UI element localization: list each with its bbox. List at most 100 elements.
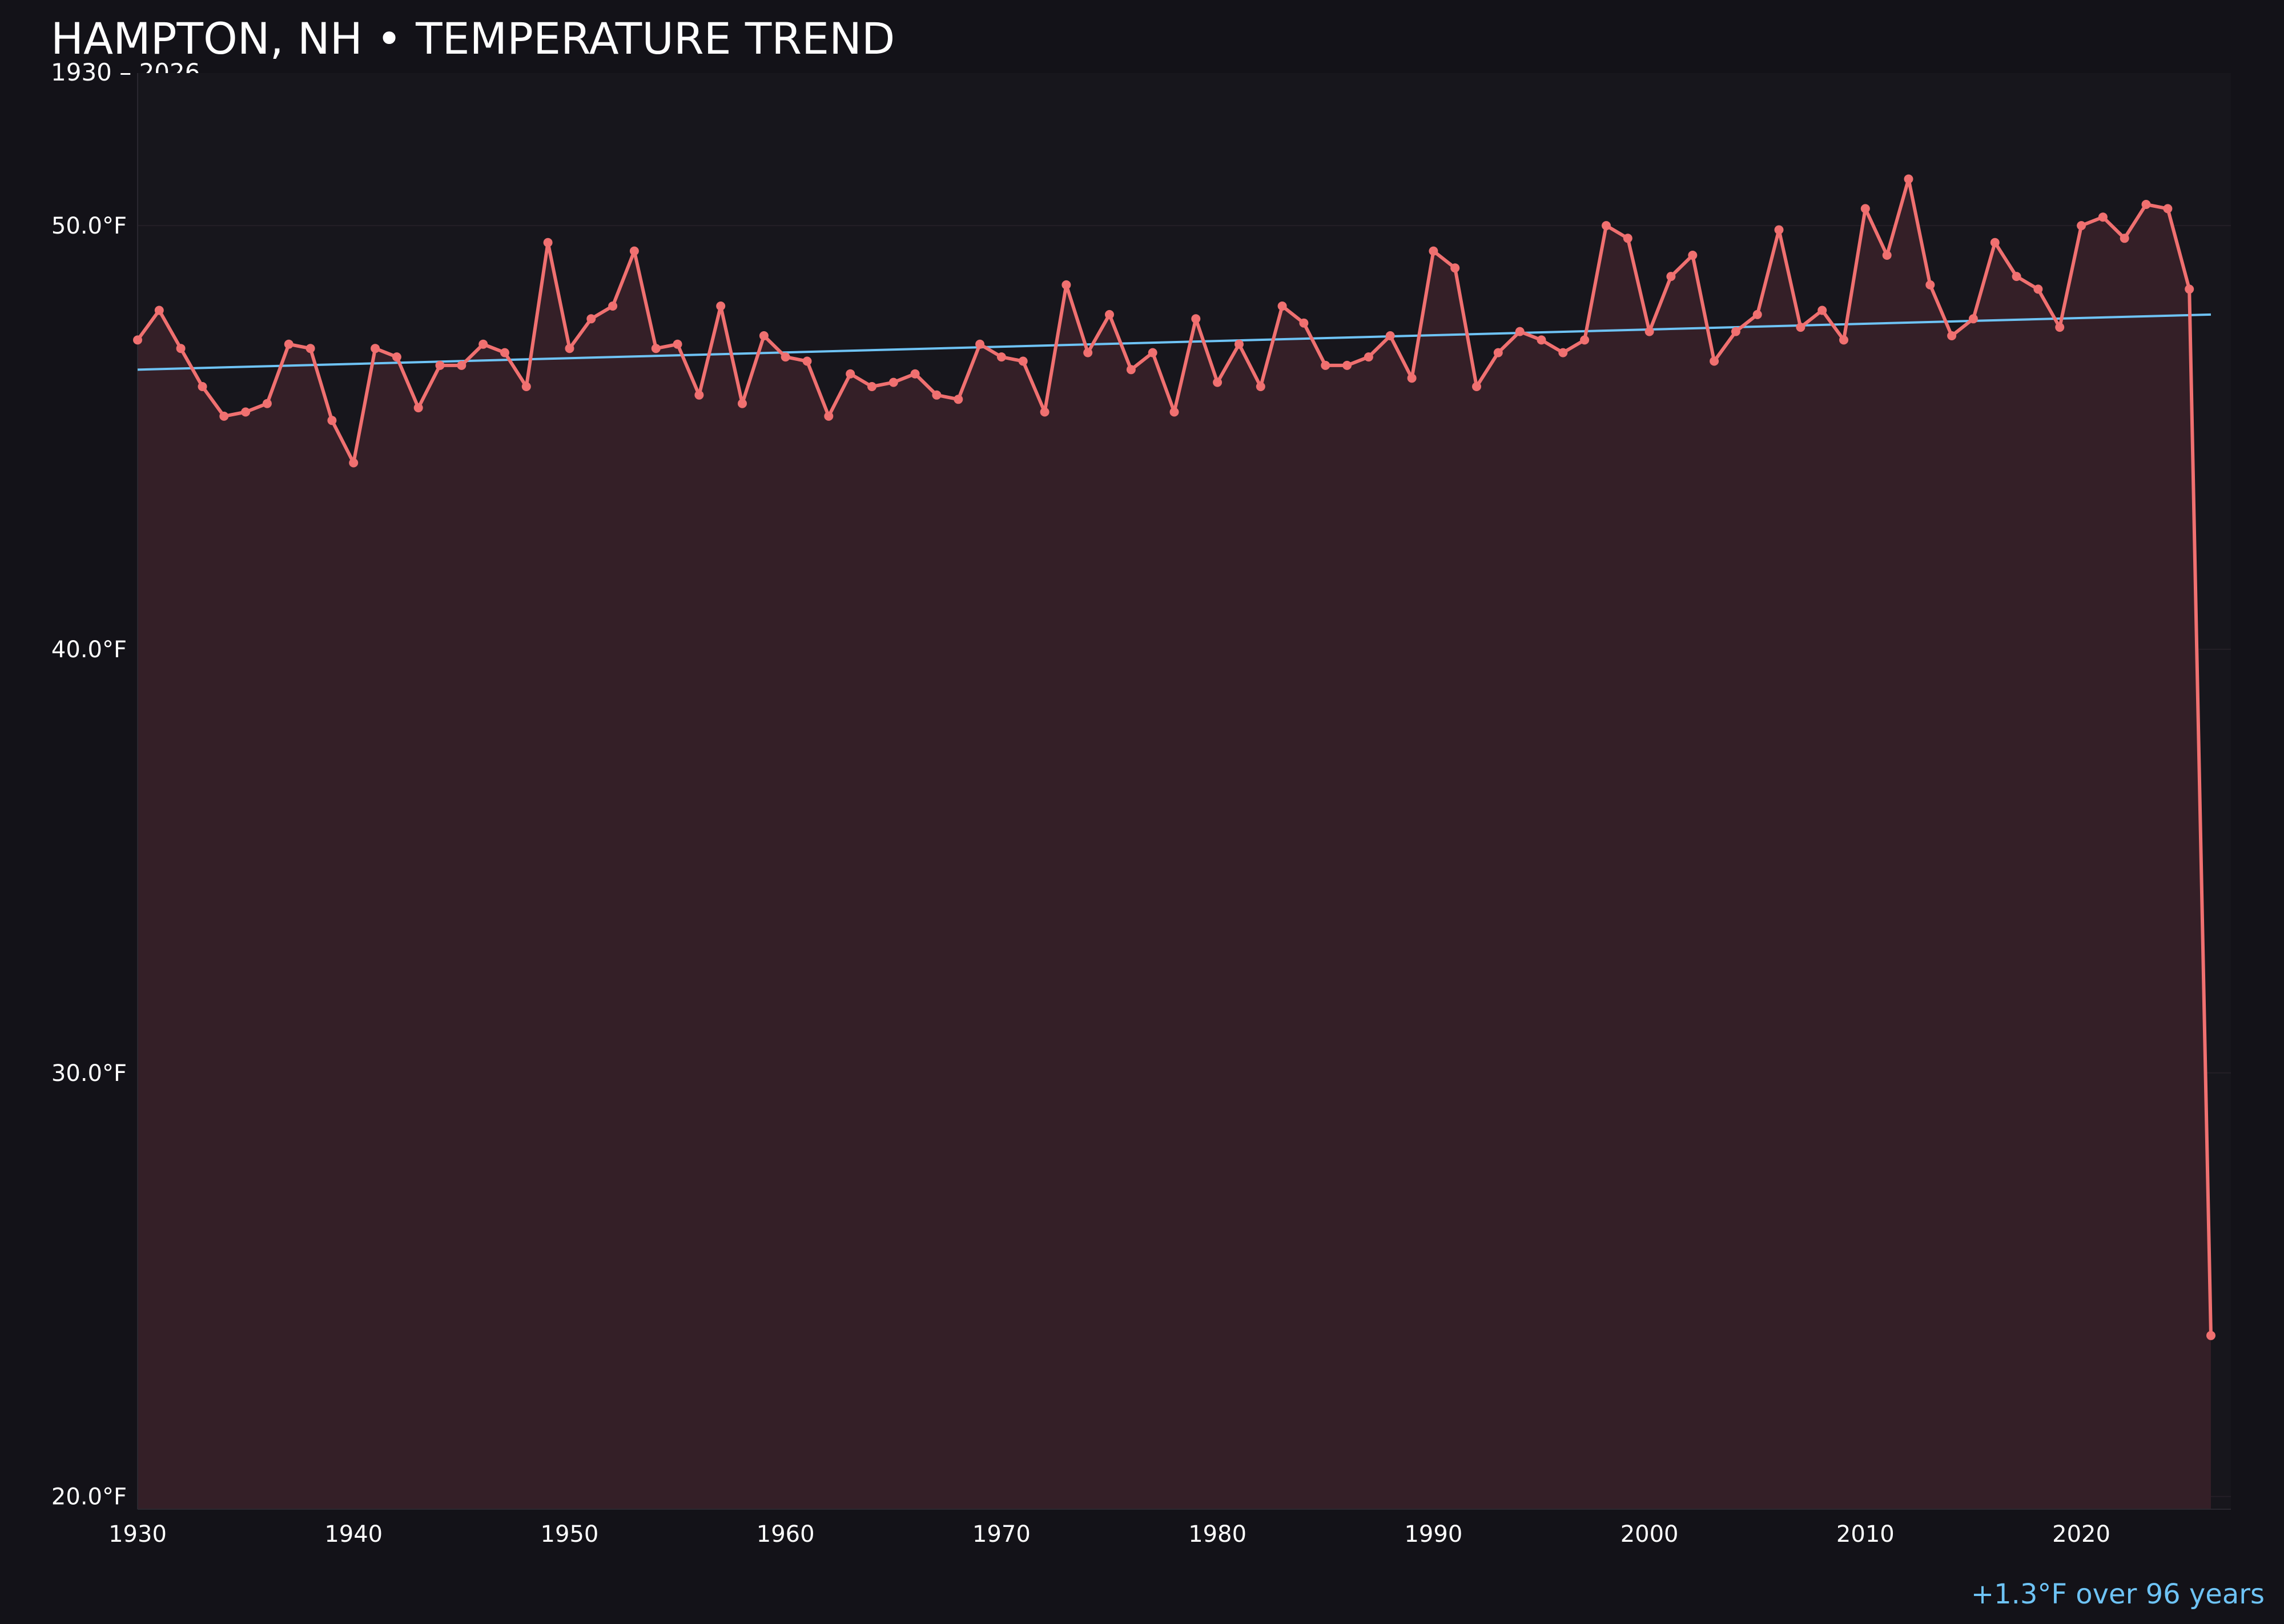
data-point-1942 [392, 352, 401, 362]
y-tick-label-20: 20.0°F [51, 1484, 127, 1510]
data-point-1968 [954, 395, 963, 404]
data-point-2011 [1882, 251, 1892, 260]
data-point-2019 [2055, 323, 2065, 332]
data-point-1980 [1213, 377, 1223, 387]
data-point-1969 [975, 339, 985, 349]
data-point-2021 [2098, 212, 2108, 222]
data-point-2010 [1860, 204, 1870, 214]
chart-title: HAMPTON, NH • TEMPERATURE TREND [51, 13, 895, 64]
data-point-2017 [2012, 272, 2021, 282]
data-point-2004 [1731, 327, 1740, 336]
data-point-1958 [738, 399, 747, 408]
data-point-1933 [198, 382, 207, 391]
y-tick-label-50: 50.0°F [51, 213, 127, 239]
data-point-2024 [2163, 204, 2173, 214]
data-point-1936 [262, 399, 272, 408]
data-point-2015 [1968, 314, 1978, 324]
y-tick-label-40: 40.0°F [51, 637, 127, 663]
data-point-2026 [2206, 1330, 2215, 1340]
data-point-1944 [435, 360, 445, 370]
data-point-1930 [133, 335, 142, 345]
data-point-1971 [1018, 356, 1028, 366]
data-point-1992 [1472, 382, 1481, 391]
data-point-1989 [1407, 373, 1417, 383]
data-point-2025 [2185, 284, 2194, 294]
data-point-2007 [1796, 323, 1806, 332]
data-point-1961 [802, 356, 812, 366]
data-point-1959 [759, 331, 769, 340]
data-point-1952 [608, 302, 618, 311]
data-point-1979 [1191, 314, 1201, 324]
data-point-1997 [1580, 335, 1590, 345]
data-point-1998 [1602, 221, 1611, 231]
data-point-1943 [413, 403, 423, 413]
data-point-2008 [1817, 305, 1827, 315]
data-points [133, 174, 2215, 1340]
data-point-1990 [1429, 246, 1438, 256]
data-point-1941 [371, 344, 380, 353]
x-tick-label-1960: 1960 [757, 1521, 815, 1547]
data-point-2014 [1947, 331, 1957, 340]
data-point-1986 [1342, 360, 1352, 370]
data-point-1940 [349, 458, 359, 468]
data-point-1950 [565, 344, 574, 353]
temperature-area [138, 179, 2211, 1509]
data-point-1988 [1385, 331, 1395, 340]
x-tick-label-2020: 2020 [2052, 1521, 2110, 1547]
data-point-1953 [629, 246, 639, 256]
data-point-1987 [1364, 352, 1373, 362]
data-point-2013 [1925, 280, 1935, 290]
data-point-1985 [1321, 360, 1330, 370]
x-tick-label-2000: 2000 [1620, 1521, 1679, 1547]
data-point-1982 [1256, 382, 1265, 391]
data-point-1960 [781, 352, 790, 362]
data-point-1954 [651, 344, 661, 353]
trend-annotation: +1.3°F over 96 years [1971, 1578, 2265, 1610]
data-point-1995 [1537, 335, 1546, 345]
x-tick-label-2010: 2010 [1836, 1521, 1895, 1547]
data-point-1963 [846, 369, 855, 379]
data-point-1991 [1450, 263, 1460, 273]
data-point-1931 [154, 305, 164, 315]
data-point-1949 [543, 238, 553, 247]
data-point-2002 [1688, 251, 1698, 260]
data-point-1945 [457, 360, 467, 370]
data-point-1955 [673, 339, 682, 349]
data-point-1946 [478, 339, 488, 349]
data-point-2006 [1774, 225, 1784, 235]
data-point-1970 [996, 352, 1006, 362]
data-point-2000 [1644, 327, 1654, 336]
data-point-1967 [932, 390, 942, 400]
x-tick-label-1990: 1990 [1404, 1521, 1462, 1547]
x-tick-label-1970: 1970 [972, 1521, 1031, 1547]
data-point-1948 [521, 382, 531, 391]
data-point-2023 [2141, 200, 2151, 209]
trend-line [137, 313, 2211, 371]
y-axis-ticks: 20.0°F 30.0°F 40.0°F 50.0°F [51, 213, 127, 1510]
data-point-1964 [867, 382, 876, 391]
data-point-2003 [1710, 356, 1719, 366]
data-point-1977 [1148, 348, 1157, 357]
data-point-2018 [2033, 284, 2043, 294]
data-point-2020 [2077, 221, 2086, 231]
data-point-1994 [1515, 327, 1525, 336]
data-point-1983 [1277, 302, 1287, 311]
data-point-1965 [888, 377, 898, 387]
data-point-2001 [1666, 272, 1676, 282]
x-tick-label-1950: 1950 [541, 1521, 599, 1547]
x-tick-label-1940: 1940 [324, 1521, 383, 1547]
data-point-1993 [1493, 348, 1503, 357]
data-point-1939 [327, 416, 337, 425]
data-point-1972 [1040, 407, 1049, 417]
data-point-1978 [1169, 407, 1179, 417]
data-point-1957 [716, 302, 726, 311]
data-point-1935 [241, 407, 251, 417]
data-point-1962 [824, 411, 834, 421]
data-point-1932 [176, 344, 186, 353]
data-point-1973 [1061, 280, 1071, 290]
data-point-1937 [284, 339, 293, 349]
data-point-2016 [1990, 238, 2000, 247]
x-axis-ticks: 1930 1940 1950 1960 1970 1980 1990 2000 2010 2020 [108, 1521, 2110, 1547]
data-point-2022 [2120, 234, 2129, 243]
